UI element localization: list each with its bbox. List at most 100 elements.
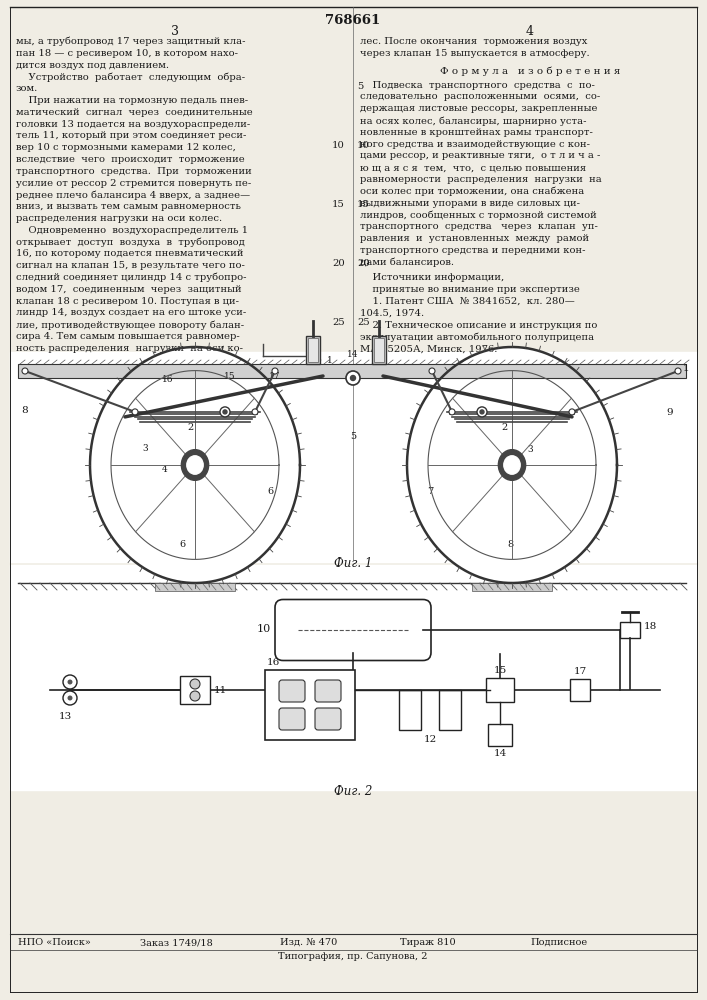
Text: Фиг. 2: Фиг. 2 <box>334 785 372 798</box>
Text: принятые во внимание при экспертизе: принятые во внимание при экспертизе <box>360 285 580 294</box>
Text: 2: 2 <box>187 423 193 432</box>
Text: 3: 3 <box>142 444 148 453</box>
Text: 25: 25 <box>332 318 345 327</box>
Text: пан 18 — с ресивером 10, в котором нахо-: пан 18 — с ресивером 10, в котором нахо- <box>16 49 238 58</box>
Text: 15: 15 <box>224 372 236 381</box>
Bar <box>18 364 686 378</box>
Text: Типография, пр. Сапунова, 2: Типография, пр. Сапунова, 2 <box>279 952 428 961</box>
Text: 3: 3 <box>527 445 533 454</box>
Bar <box>399 690 421 730</box>
Text: 4: 4 <box>526 25 534 38</box>
Text: лес. После окончания  торможения воздух: лес. После окончания торможения воздух <box>360 37 588 46</box>
Text: 1: 1 <box>683 364 689 373</box>
Text: 768661: 768661 <box>325 14 380 27</box>
Ellipse shape <box>351 375 356 380</box>
Text: транспортного  средства.  При  торможении: транспортного средства. При торможении <box>16 167 252 176</box>
FancyBboxPatch shape <box>315 708 341 730</box>
Ellipse shape <box>187 456 203 474</box>
Bar <box>374 338 384 362</box>
Bar <box>372 336 386 364</box>
Text: головки 13 подается на воздухораспредели-: головки 13 подается на воздухораспредели… <box>16 120 250 129</box>
FancyBboxPatch shape <box>279 708 305 730</box>
Bar <box>10 565 697 790</box>
Ellipse shape <box>252 409 258 415</box>
Text: 15: 15 <box>493 666 507 675</box>
Text: 16, по которому подается пневматический: 16, по которому подается пневматический <box>16 249 243 258</box>
Text: 1: 1 <box>327 356 333 365</box>
Ellipse shape <box>504 456 520 474</box>
Ellipse shape <box>190 691 200 701</box>
Text: на осях колес, балансиры, шарнирно уста-: на осях колес, балансиры, шарнирно уста- <box>360 116 587 125</box>
Text: цами рессор, и реактивные тяги,  о т л и ч а -: цами рессор, и реактивные тяги, о т л и … <box>360 151 600 160</box>
Text: линдров, сообщенных с тормозной системой: линдров, сообщенных с тормозной системой <box>360 210 597 220</box>
Text: вер 10 с тормозными камерами 12 колес,: вер 10 с тормозными камерами 12 колес, <box>16 143 236 152</box>
Text: матический  сигнал  через  соединительные: матический сигнал через соединительные <box>16 108 252 117</box>
Text: МАЗ-5205А, Минск, 1976.: МАЗ-5205А, Минск, 1976. <box>360 344 498 353</box>
Ellipse shape <box>449 409 455 415</box>
FancyBboxPatch shape <box>315 680 341 702</box>
Text: 25: 25 <box>357 318 370 327</box>
Bar <box>308 338 318 362</box>
Text: 15: 15 <box>332 200 345 209</box>
Ellipse shape <box>223 410 227 414</box>
Text: ю щ а я с я  тем,  что,  с целью повышения: ю щ а я с я тем, что, с целью повышения <box>360 163 586 172</box>
Text: сира 4. Тем самым повышается равномер-: сира 4. Тем самым повышается равномер- <box>16 332 240 341</box>
Text: 17: 17 <box>573 667 587 676</box>
Ellipse shape <box>346 371 360 385</box>
Text: 6: 6 <box>179 540 185 549</box>
Text: 16: 16 <box>162 375 174 384</box>
Bar <box>486 678 514 702</box>
Text: водом 17,  соединенным  через  защитный: водом 17, соединенным через защитный <box>16 285 242 294</box>
Ellipse shape <box>429 368 435 374</box>
Text: Фиг. 1: Фиг. 1 <box>334 557 372 570</box>
Ellipse shape <box>132 409 138 415</box>
Text: 2: 2 <box>502 423 508 432</box>
Ellipse shape <box>67 696 73 700</box>
Text: 11: 11 <box>214 686 227 695</box>
Polygon shape <box>407 347 617 583</box>
Text: Одновременно  воздухораспределитель 1: Одновременно воздухораспределитель 1 <box>16 226 248 235</box>
Text: 10: 10 <box>332 141 345 150</box>
Text: 4: 4 <box>517 465 523 474</box>
Bar <box>180 676 210 704</box>
Text: ность распределения  нагрузки  на оси ко-: ность распределения нагрузки на оси ко- <box>16 344 243 353</box>
Ellipse shape <box>480 410 484 414</box>
Text: вниз, и вызвать тем самым равномерность: вниз, и вызвать тем самым равномерность <box>16 202 241 211</box>
Text: линдр 14, воздух создает на его штоке уси-: линдр 14, воздух создает на его штоке ус… <box>16 308 246 317</box>
Text: Устройство  работает  следующим  обра-: Устройство работает следующим обра- <box>16 72 245 82</box>
Text: зом.: зом. <box>16 84 38 93</box>
Text: транспортного  средства   через  клапан  уп-: транспортного средства через клапан уп- <box>360 222 598 231</box>
Text: 7: 7 <box>427 487 433 496</box>
Text: 12: 12 <box>423 735 437 744</box>
Text: мы, а трубопровод 17 через защитный кла-: мы, а трубопровод 17 через защитный кла- <box>16 37 245 46</box>
Text: 20: 20 <box>332 259 345 268</box>
Text: 14: 14 <box>347 350 358 359</box>
Bar <box>620 622 640 638</box>
Text: 104.5, 1974.: 104.5, 1974. <box>360 309 424 318</box>
Bar <box>265 670 355 740</box>
Ellipse shape <box>477 407 487 417</box>
Bar <box>439 690 461 730</box>
Text: распределения нагрузки на оси колес.: распределения нагрузки на оси колес. <box>16 214 222 223</box>
Ellipse shape <box>272 368 278 374</box>
Bar <box>472 583 552 591</box>
Text: следний соединяет цилиндр 14 с трубопро-: следний соединяет цилиндр 14 с трубопро- <box>16 273 247 282</box>
Text: 13: 13 <box>59 712 71 721</box>
Text: вследствие  чего  происходит  торможение: вследствие чего происходит торможение <box>16 155 245 164</box>
Ellipse shape <box>67 680 73 684</box>
Ellipse shape <box>498 450 525 480</box>
Text: дится воздух под давлением.: дится воздух под давлением. <box>16 61 169 70</box>
Ellipse shape <box>569 409 575 415</box>
Ellipse shape <box>182 450 209 480</box>
Text: 8: 8 <box>507 540 513 549</box>
Text: через клапан 15 выпускается в атмосферу.: через клапан 15 выпускается в атмосферу. <box>360 49 590 58</box>
Text: 20: 20 <box>357 259 370 268</box>
Text: сигнал на клапан 15, в результате чего по-: сигнал на клапан 15, в результате чего п… <box>16 261 245 270</box>
FancyBboxPatch shape <box>279 680 305 702</box>
Text: транспортного средства и передними кон-: транспортного средства и передними кон- <box>360 246 585 255</box>
Text: 9: 9 <box>667 408 673 417</box>
Text: 2. Техническое описание и инструкция по: 2. Техническое описание и инструкция по <box>360 321 597 330</box>
Ellipse shape <box>220 407 230 417</box>
Text: клапан 18 с ресивером 10. Поступая в ци-: клапан 18 с ресивером 10. Поступая в ци- <box>16 297 239 306</box>
Text: 10: 10 <box>357 141 370 150</box>
